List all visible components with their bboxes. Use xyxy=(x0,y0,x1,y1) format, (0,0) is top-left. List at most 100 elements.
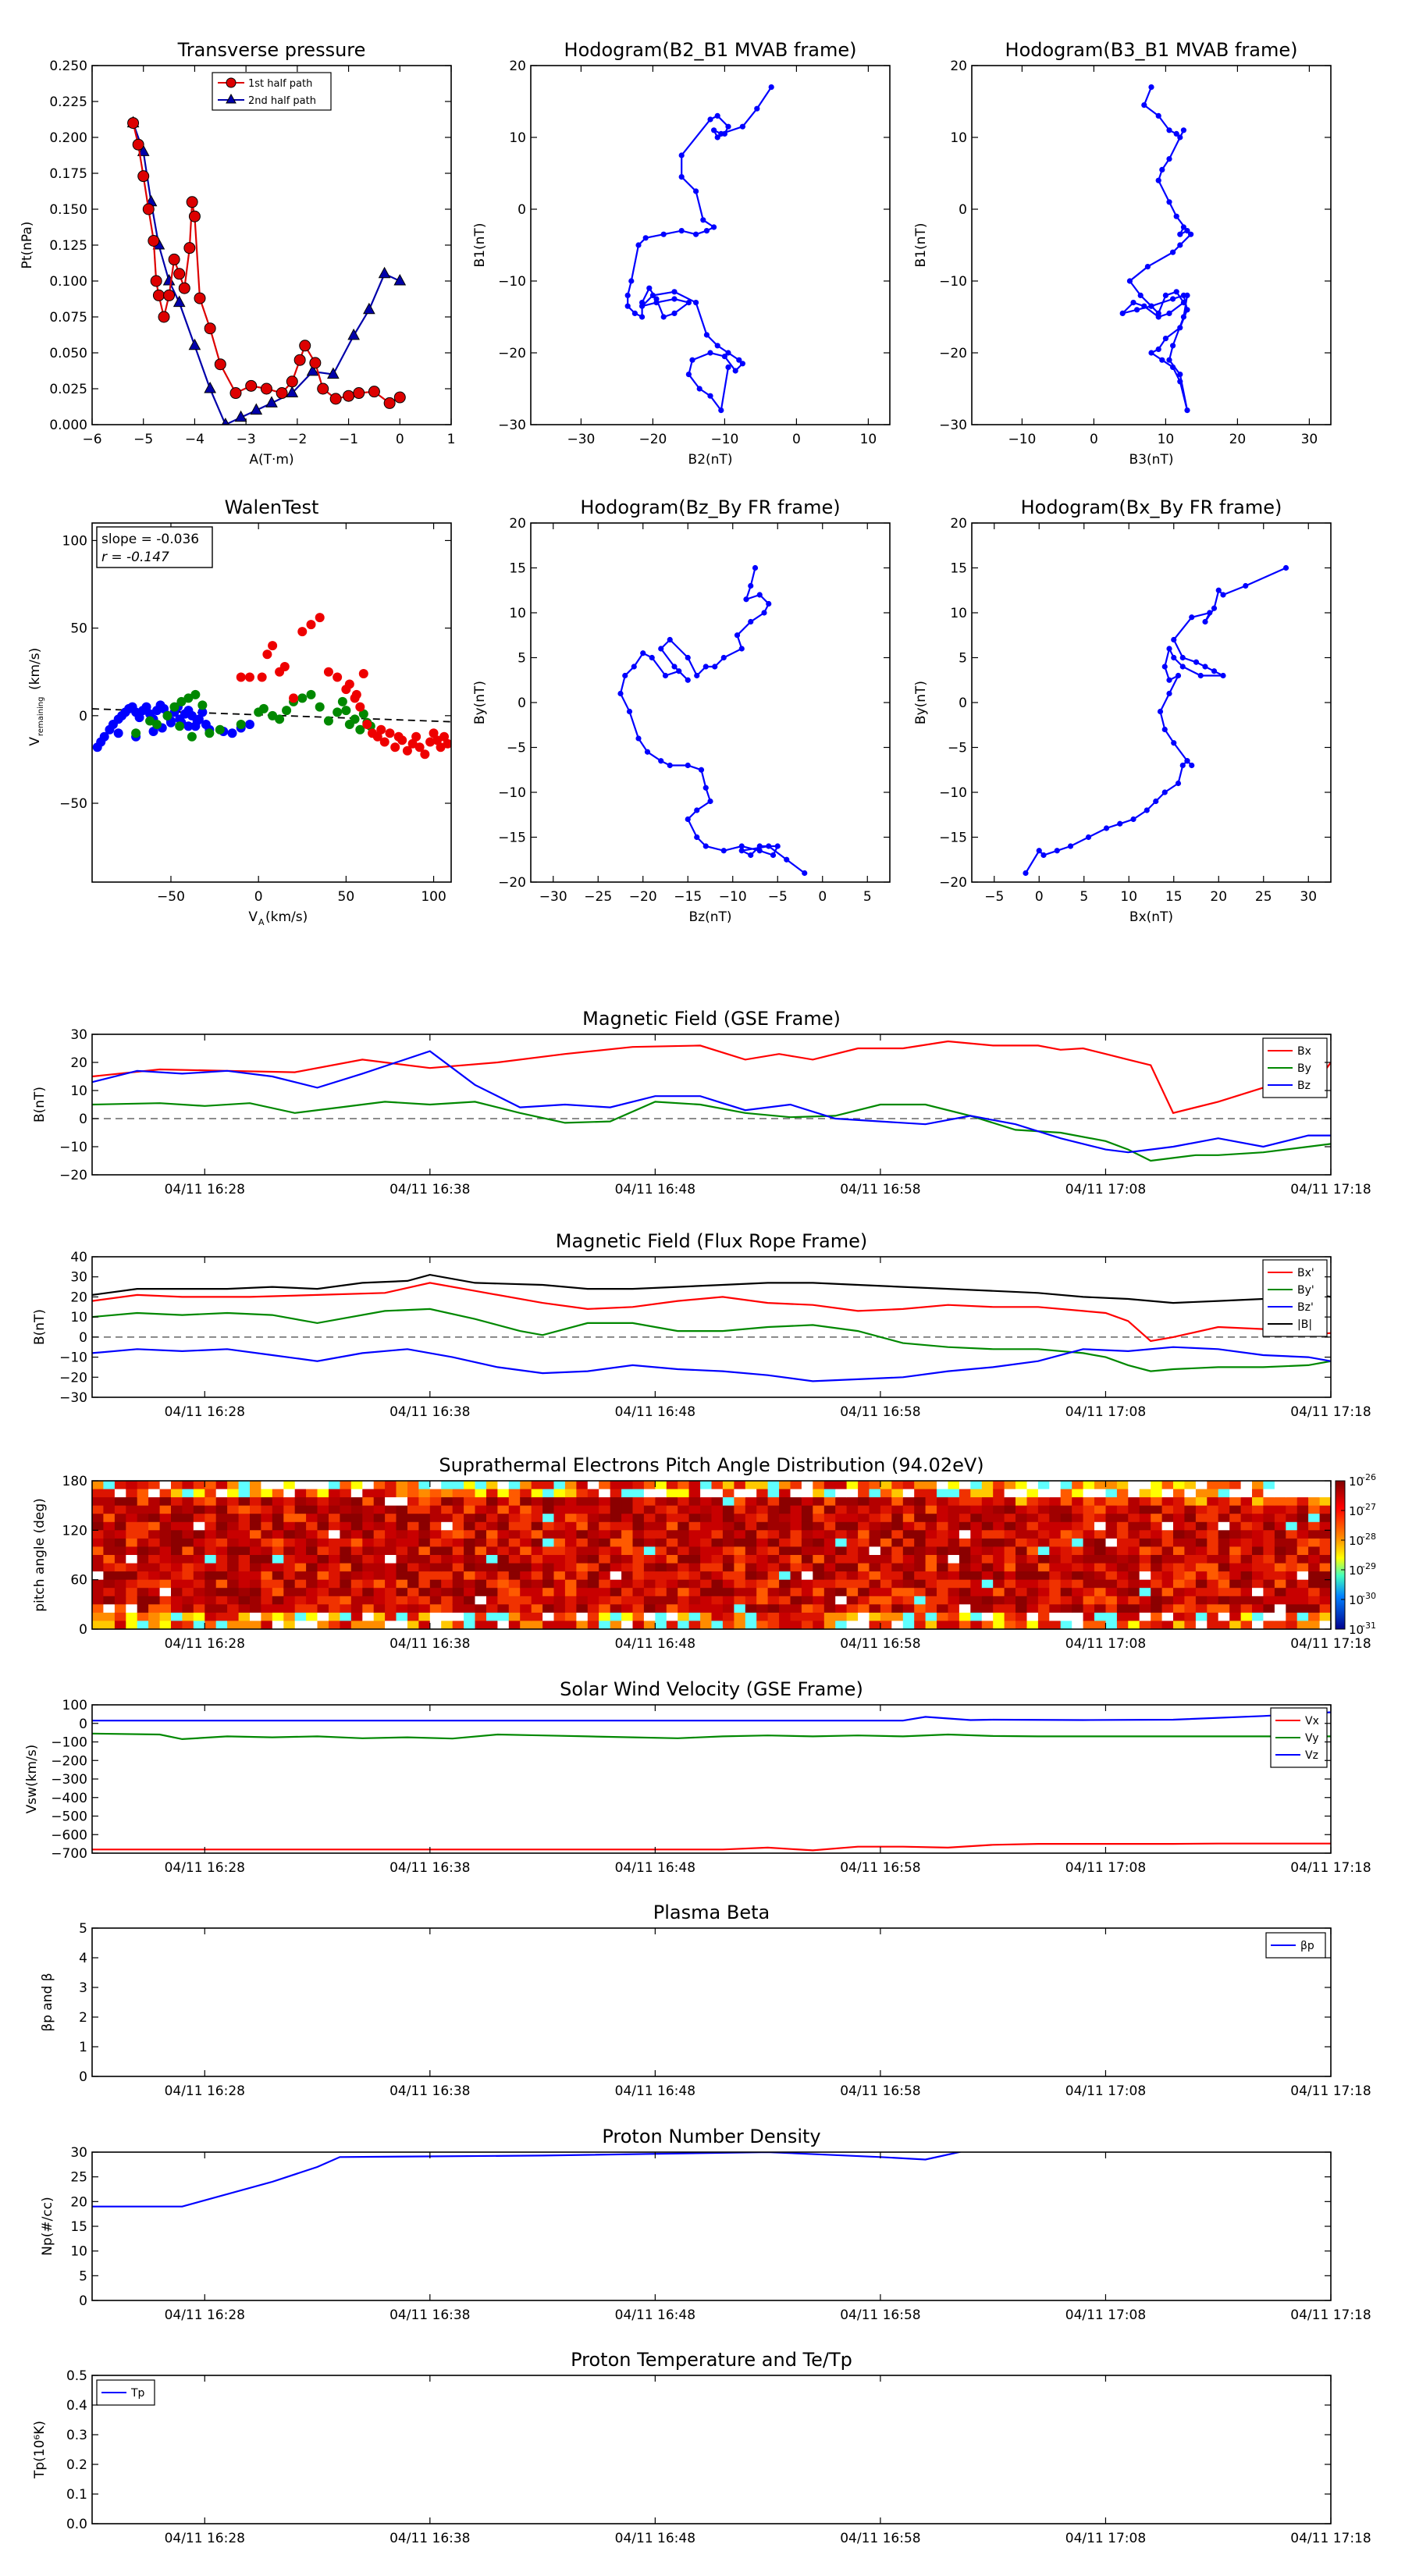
pad-cell xyxy=(1094,1530,1106,1539)
pad-cell xyxy=(846,1530,859,1539)
pad-cell xyxy=(655,1621,667,1629)
pad-cell xyxy=(542,1497,555,1507)
pad-cell xyxy=(722,1538,735,1548)
pad-cell xyxy=(215,1530,228,1539)
pad-cell xyxy=(205,1481,217,1490)
pad-cell xyxy=(632,1530,645,1539)
pad-cell xyxy=(542,1546,555,1556)
beta-legend: βp xyxy=(1265,1932,1326,1959)
pad-cell xyxy=(1151,1521,1163,1531)
pad-cell xyxy=(306,1555,318,1564)
h1-point xyxy=(678,228,685,234)
pad-cell xyxy=(599,1579,611,1589)
pad-cell xyxy=(1218,1521,1230,1531)
walen-point xyxy=(244,672,254,682)
pad-cell xyxy=(576,1481,589,1490)
pad-cell xyxy=(261,1612,273,1622)
pad-cell xyxy=(779,1621,791,1629)
pad-cell xyxy=(114,1612,126,1622)
pad-cell xyxy=(823,1546,836,1556)
pad-cell xyxy=(1252,1497,1264,1507)
pad-cell xyxy=(632,1505,645,1514)
pad-cell xyxy=(137,1514,149,1523)
mag-xtick-label: 04/11 17:08 xyxy=(1065,1182,1146,1197)
h2-point xyxy=(1166,357,1172,363)
pad-cell xyxy=(227,1621,240,1629)
h4-point xyxy=(1117,820,1123,827)
pad-cell xyxy=(1116,1530,1129,1539)
pad-cell xyxy=(564,1571,577,1581)
pad-cell xyxy=(948,1530,960,1539)
pad-cell xyxy=(114,1588,126,1597)
tp-circle-point xyxy=(183,242,196,254)
h4-frame xyxy=(971,522,1332,883)
colorbar-tick-exp: -26 xyxy=(1362,1472,1376,1482)
pad-cell xyxy=(1072,1604,1084,1614)
pad-cell xyxy=(407,1555,419,1564)
h4-plot-bg xyxy=(972,523,1331,882)
pad-cell xyxy=(835,1604,848,1614)
pad-cell xyxy=(407,1521,419,1531)
h4-point xyxy=(1179,654,1186,661)
pad-cell xyxy=(700,1612,713,1622)
pad-cell xyxy=(148,1489,161,1498)
pad-cell xyxy=(193,1521,205,1531)
pad-cell xyxy=(531,1497,543,1507)
pad-cell xyxy=(1173,1579,1185,1589)
pad-cell xyxy=(869,1579,881,1589)
pad-cell xyxy=(959,1538,971,1548)
h2-point xyxy=(1148,350,1154,356)
pad-cell xyxy=(678,1538,690,1548)
pad-cell xyxy=(891,1481,904,1490)
pad-cell xyxy=(497,1521,510,1531)
pad-cell xyxy=(1218,1596,1230,1605)
pad-cell xyxy=(722,1563,735,1572)
pad-cell xyxy=(1207,1588,1219,1597)
pad-cell xyxy=(1072,1579,1084,1589)
pad-cell xyxy=(464,1521,476,1531)
pad-cell xyxy=(1319,1521,1331,1531)
pad-cell xyxy=(137,1481,149,1490)
h1-point xyxy=(628,278,635,284)
pad-cell xyxy=(1229,1489,1242,1498)
walen-point xyxy=(425,737,436,747)
h1-point xyxy=(700,217,706,223)
pad-cell xyxy=(250,1563,261,1572)
h2-point xyxy=(1159,357,1165,363)
pad-cell xyxy=(531,1571,543,1581)
pad-cell xyxy=(813,1563,825,1572)
pad-cell xyxy=(880,1555,892,1564)
h2-plot-bg xyxy=(972,66,1331,425)
pad-cell xyxy=(542,1571,555,1581)
pad-cell xyxy=(1037,1563,1050,1572)
pad-cell xyxy=(429,1563,442,1572)
pad-cell xyxy=(1263,1596,1275,1605)
pad-cell xyxy=(92,1546,104,1556)
pad-ytick-label: 0 xyxy=(79,1622,87,1638)
pad-cell xyxy=(970,1596,983,1605)
pad-cell xyxy=(1252,1514,1264,1523)
pad-cell xyxy=(1151,1579,1163,1589)
walen-point xyxy=(236,672,246,682)
pad-cell xyxy=(610,1546,622,1556)
pad-cell xyxy=(418,1604,431,1614)
h2-point xyxy=(1162,292,1168,298)
pad-cell xyxy=(1263,1621,1275,1629)
h4-point xyxy=(1161,726,1168,733)
pad-cell xyxy=(126,1538,138,1548)
pad-cell xyxy=(621,1563,634,1572)
pad-cell xyxy=(182,1555,194,1564)
pad-cell xyxy=(564,1588,577,1597)
pad-cell xyxy=(1297,1514,1309,1523)
pad-cell xyxy=(294,1596,307,1605)
h3-point xyxy=(694,834,700,841)
pad-cell xyxy=(1139,1563,1151,1572)
walen-xlabel-unit: (km/s) xyxy=(265,909,308,925)
pad-cell xyxy=(553,1571,566,1581)
pad-cell xyxy=(1263,1538,1275,1548)
pad-cell xyxy=(1207,1505,1219,1514)
pad-cell xyxy=(1026,1596,1039,1605)
pad-cell xyxy=(362,1555,375,1564)
pad-cell xyxy=(1195,1571,1208,1581)
pad-cell xyxy=(261,1497,273,1507)
